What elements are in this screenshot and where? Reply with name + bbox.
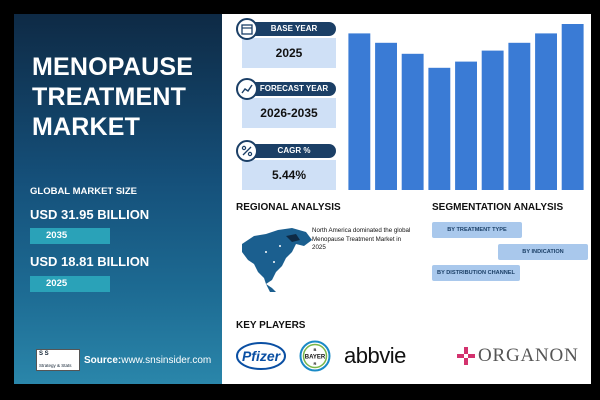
calendar-icon <box>236 18 258 40</box>
organon-cross-icon <box>457 347 475 365</box>
source-url[interactable]: www.snsinsider.com <box>121 355 212 366</box>
tile-forecast-year-label: FORECAST YEAR <box>246 82 336 96</box>
abbvie-logo: abbvie <box>344 343 406 368</box>
year-badge-2035: 2035 <box>30 228 110 244</box>
tile-cagr-value: 5.44% <box>242 160 336 190</box>
svg-text:Pfizer: Pfizer <box>242 348 282 364</box>
bayer-logo: BAYER B R <box>299 340 331 372</box>
regional-analysis-heading: REGIONAL ANALYSIS <box>236 202 341 213</box>
bar-9 <box>561 24 584 190</box>
market-value-2025: USD 18.81 BILLION <box>30 254 150 269</box>
bar-4 <box>428 67 451 190</box>
tile-base-year-value: 2025 <box>242 38 336 68</box>
bar-2 <box>375 42 397 190</box>
source-line: Source:www.snsinsider.com <box>84 355 211 366</box>
tile-base-year: BASE YEAR 2025 <box>236 18 336 70</box>
bar-1 <box>348 33 371 191</box>
title-line-2: TREATMENT <box>32 83 187 111</box>
logo-text-top: S S <box>39 351 49 357</box>
tile-base-year-label: BASE YEAR <box>246 22 336 36</box>
source-label: Source: <box>84 355 122 366</box>
market-value-2035: USD 31.95 BILLION <box>30 207 150 222</box>
tile-cagr-label: CAGR % <box>246 144 336 158</box>
bar-8 <box>535 33 557 191</box>
left-panel: MENOPAUSE TREATMENT MARKET GLOBAL MARKET… <box>14 14 222 384</box>
title-line-1: MENOPAUSE <box>32 53 194 81</box>
regional-analysis-text: North America dominated the global Menop… <box>312 227 411 251</box>
title-line-3: MARKET <box>32 113 141 141</box>
tile-forecast-year-value: 2026-2035 <box>242 98 336 128</box>
tile-cagr: CAGR % 5.44% <box>236 140 336 192</box>
report-title: MENOPAUSE TREATMENT MARKET <box>32 52 212 142</box>
bar-7 <box>508 42 531 190</box>
organon-logo: ORGANON <box>478 345 579 366</box>
segment-treatment-type: BY TREATMENT TYPE <box>432 222 522 238</box>
key-players-heading: KEY PLAYERS <box>236 320 306 331</box>
segmentation-heading: SEGMENTATION ANALYSIS <box>432 202 564 213</box>
pfizer-logo: Pfizer <box>236 342 286 370</box>
percent-icon <box>236 140 258 162</box>
north-america-map-icon <box>242 228 312 292</box>
bar-3 <box>401 53 424 190</box>
year-badge-2025: 2025 <box>30 276 110 292</box>
segment-distribution-channel: BY DISTRIBUTION CHANNEL <box>432 265 520 281</box>
global-market-size-label: GLOBAL MARKET SIZE <box>30 186 137 197</box>
svg-text:R: R <box>314 361 317 366</box>
segment-indication: BY INDICATION <box>498 244 588 260</box>
infographic-card: MENOPAUSE TREATMENT MARKET GLOBAL MARKET… <box>14 14 591 384</box>
svg-text:BAYER: BAYER <box>305 355 326 361</box>
market-bar-chart <box>348 24 584 191</box>
logo-text-bottom: Strategy & Stats <box>39 363 72 368</box>
chart-icon <box>236 78 258 100</box>
bar-5 <box>455 61 477 190</box>
bar-6 <box>481 50 504 190</box>
tile-forecast-year: FORECAST YEAR 2026-2035 <box>236 78 336 130</box>
svg-text:B: B <box>314 347 317 352</box>
sns-insider-logo: S S Strategy & Stats <box>36 349 80 371</box>
